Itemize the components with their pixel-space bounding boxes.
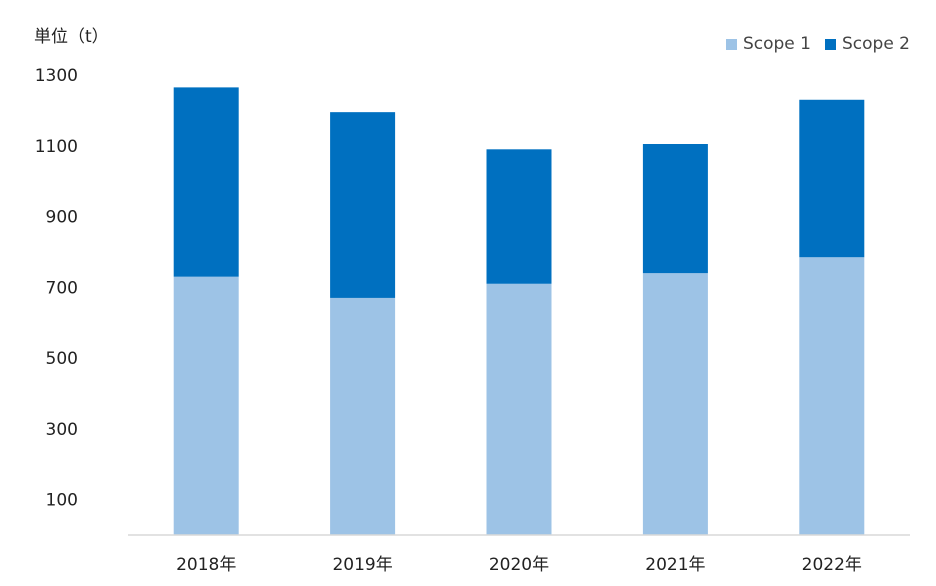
legend-item-scope1: Scope 1	[725, 34, 811, 54]
x-tick-label: 2022年	[802, 555, 862, 575]
y-tick-label: 100	[46, 491, 78, 511]
bar-scope2-2019年	[330, 112, 396, 298]
x-tick-label: 2019年	[332, 555, 392, 575]
y-tick-label: 900	[46, 208, 78, 228]
y-axis-unit-label: 単位（t）	[34, 27, 109, 47]
x-tick-label: 2021年	[645, 555, 705, 575]
bar-scope1-2020年	[486, 283, 552, 535]
legend-swatch-scope2	[824, 38, 836, 50]
legend-item-scope2: Scope 2	[824, 34, 910, 54]
legend-label-scope1: Scope 1	[742, 34, 811, 54]
y-tick-label: 300	[46, 420, 78, 440]
bar-scope1-2022年	[799, 257, 865, 535]
bar-scope2-2020年	[486, 149, 552, 284]
y-tick-label: 1300	[35, 66, 78, 86]
y-tick-label: 500	[46, 349, 78, 369]
bar-scope2-2021年	[642, 144, 708, 274]
x-tick-label: 2020年	[489, 555, 549, 575]
bar-scope2-2022年	[799, 99, 865, 258]
bar-scope1-2018年	[173, 276, 239, 535]
bar-scope2-2018年	[173, 87, 239, 277]
chart-legend: Scope 1 Scope 2	[712, 34, 910, 54]
bar-scope1-2021年	[642, 273, 708, 535]
y-tick-label: 1100	[35, 137, 78, 157]
legend-swatch-scope1	[725, 38, 737, 50]
legend-label-scope2: Scope 2	[841, 34, 910, 54]
bar-scope1-2019年	[330, 297, 396, 535]
x-tick-label: 2018年	[176, 555, 236, 575]
y-tick-label: 700	[46, 278, 78, 298]
